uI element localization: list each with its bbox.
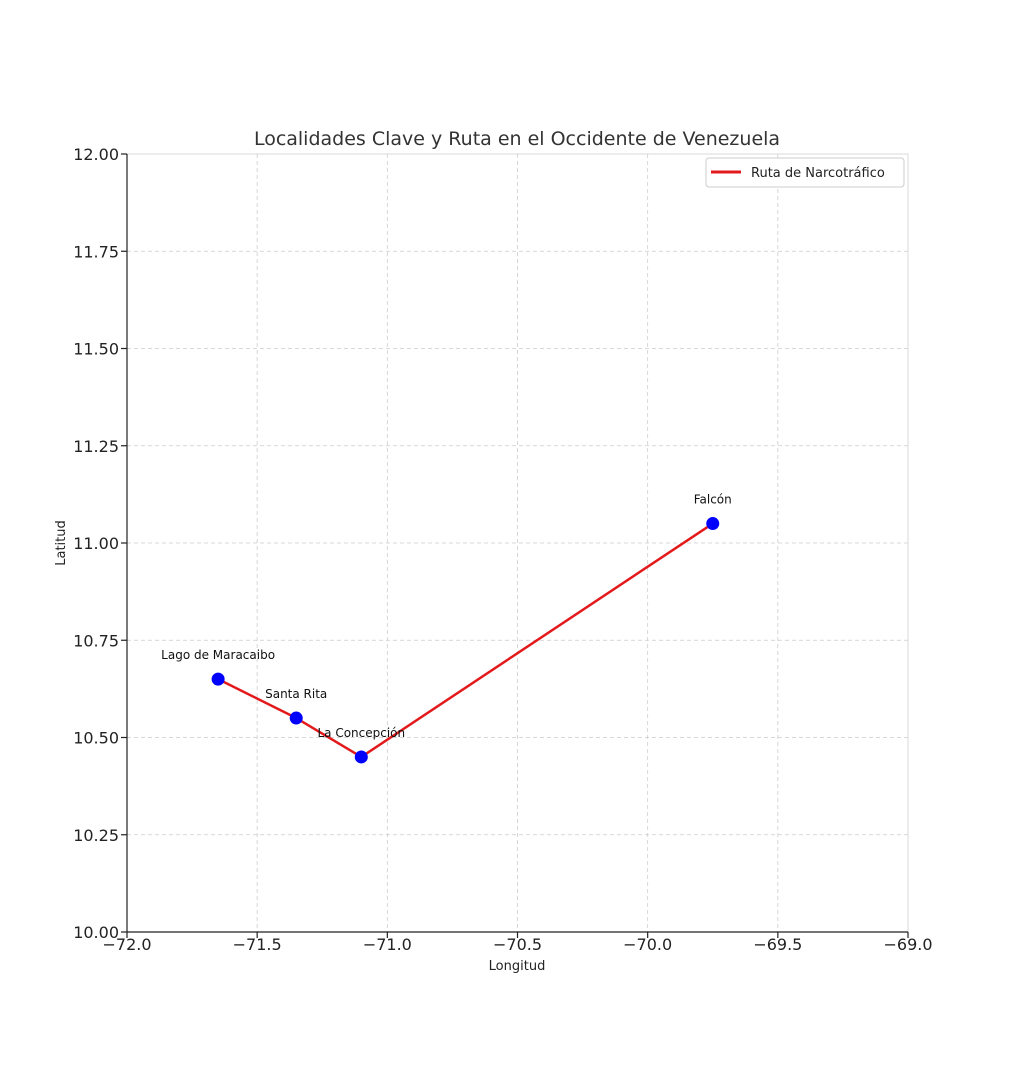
y-tick-label: 11.50 xyxy=(73,340,119,359)
y-tick-label: 10.75 xyxy=(73,631,119,650)
points-layer xyxy=(211,517,720,764)
series-layer xyxy=(217,522,714,759)
x-tick-label: −72.0 xyxy=(102,935,151,954)
y-tick-label: 11.00 xyxy=(73,534,119,553)
location-label: Falcón xyxy=(694,493,732,507)
y-tick-label: 10.00 xyxy=(73,923,119,942)
route-line xyxy=(217,522,714,759)
legend-label-ruta: Ruta de Narcotráfico xyxy=(751,166,885,181)
x-tick-label: −71.0 xyxy=(363,935,412,954)
location-point xyxy=(354,750,368,764)
x-tick-label: −71.5 xyxy=(233,935,282,954)
y-tick-label: 10.25 xyxy=(73,826,119,845)
x-axis-title: Longitud xyxy=(489,959,546,974)
location-point xyxy=(289,711,303,725)
y-tick-label: 10.50 xyxy=(73,729,119,748)
location-label: La Concepción xyxy=(317,726,405,740)
x-tick-label: −70.0 xyxy=(623,935,672,954)
y-tick-label: 11.25 xyxy=(73,437,119,456)
location-point xyxy=(211,672,225,686)
x-tick-label: −69.5 xyxy=(753,935,802,954)
y-tick-label: 12.00 xyxy=(73,145,119,164)
axes: −72.0 −71.5 −71.0 −70.5 −70.0 −69.5 −69.0 10.00… xyxy=(73,145,932,954)
y-axis-title: Latitud xyxy=(54,520,69,566)
legend-box xyxy=(705,157,905,188)
y-tick-label: 11.75 xyxy=(73,242,119,261)
legend: Ruta de Narcotráfico xyxy=(705,157,905,188)
location-point xyxy=(706,517,720,531)
point-labels: Lago de Maracaibo Santa Rita La Concepción… xyxy=(161,493,732,740)
x-tick-label: −69.0 xyxy=(883,935,932,954)
location-label: Santa Rita xyxy=(265,687,327,701)
location-label: Lago de Maracaibo xyxy=(161,648,275,662)
x-tick-label: −70.5 xyxy=(493,935,542,954)
chart-title: Localidades Clave y Ruta en el Occidente… xyxy=(254,128,780,150)
